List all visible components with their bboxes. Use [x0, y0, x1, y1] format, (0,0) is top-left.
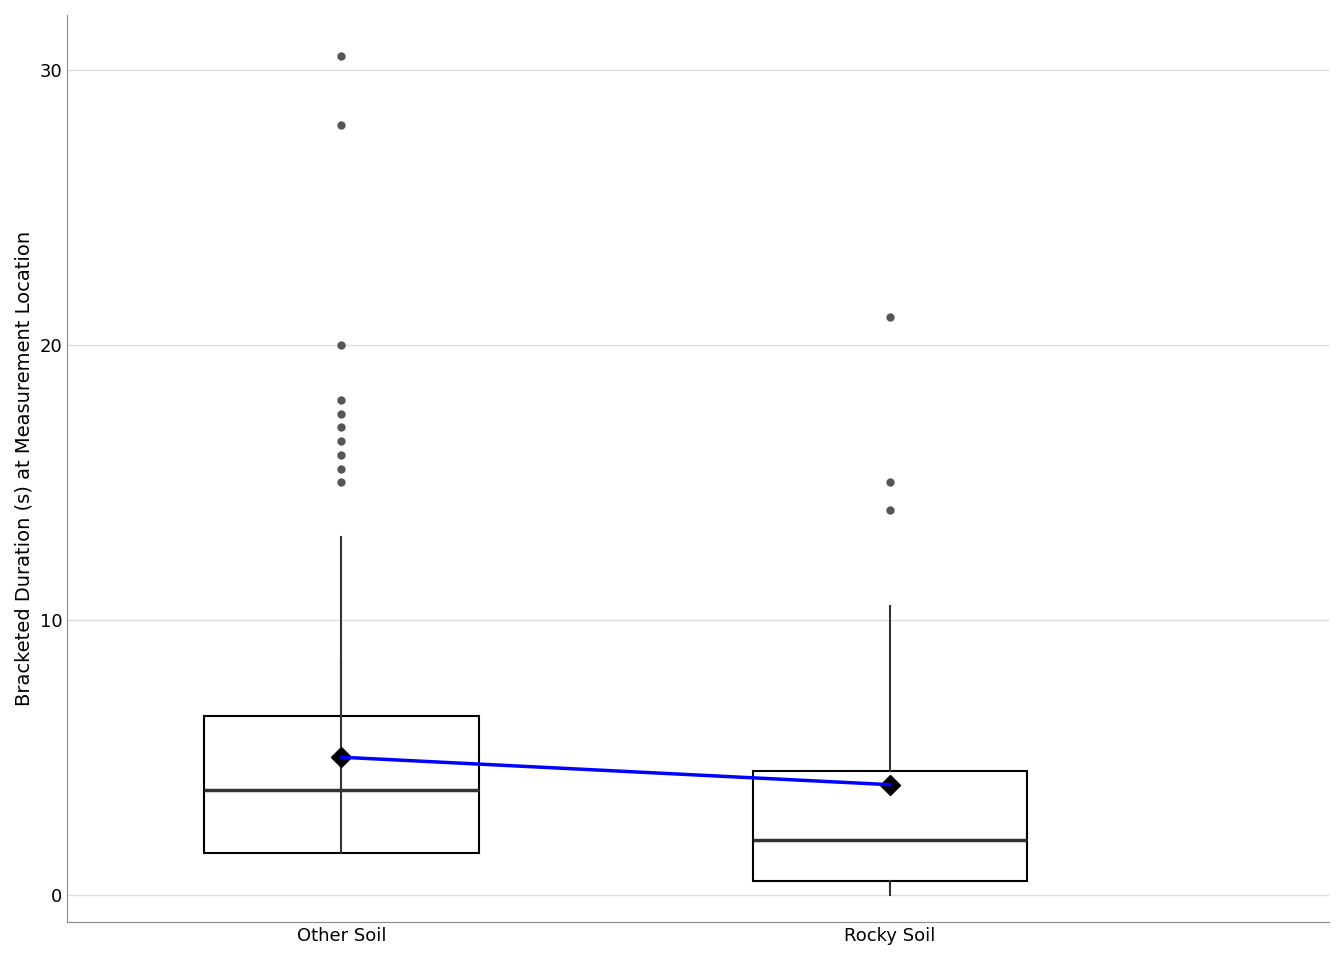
PathPatch shape [204, 716, 478, 853]
PathPatch shape [753, 771, 1027, 881]
Y-axis label: Bracketed Duration (s) at Measurement Location: Bracketed Duration (s) at Measurement Lo… [15, 231, 34, 707]
